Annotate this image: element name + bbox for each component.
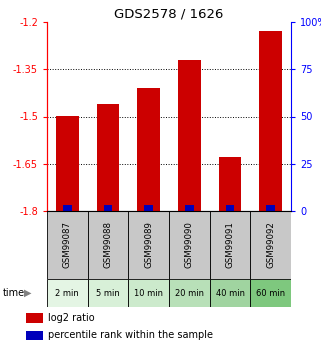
Bar [178, 60, 201, 211]
Text: percentile rank within the sample: percentile rank within the sample [48, 330, 213, 340]
Title: GDS2578 / 1626: GDS2578 / 1626 [114, 8, 224, 21]
Text: time: time [3, 288, 25, 298]
Text: 2 min: 2 min [56, 288, 79, 297]
Bar [47, 211, 88, 279]
Bar [137, 88, 160, 211]
Text: 20 min: 20 min [175, 288, 204, 297]
Bar [144, 205, 153, 211]
Text: GSM99091: GSM99091 [225, 221, 235, 268]
Bar [104, 205, 112, 211]
Bar [26, 331, 43, 341]
Text: 10 min: 10 min [134, 288, 163, 297]
Text: GSM99088: GSM99088 [103, 221, 112, 268]
Bar [210, 279, 250, 307]
Bar [226, 205, 234, 211]
Bar [88, 279, 128, 307]
Bar [47, 279, 88, 307]
Text: 5 min: 5 min [96, 288, 120, 297]
Bar [250, 279, 291, 307]
Bar [210, 211, 250, 279]
Bar [266, 205, 275, 211]
Bar [185, 205, 194, 211]
Text: GSM99092: GSM99092 [266, 221, 275, 268]
Bar [26, 314, 43, 323]
Text: GSM99090: GSM99090 [185, 221, 194, 268]
Text: 40 min: 40 min [215, 288, 245, 297]
Bar [88, 211, 128, 279]
Text: ▶: ▶ [23, 288, 31, 298]
Bar [128, 211, 169, 279]
Bar [63, 205, 72, 211]
Bar [219, 157, 241, 211]
Bar [259, 31, 282, 211]
Bar [56, 117, 79, 211]
Text: log2 ratio: log2 ratio [48, 313, 95, 323]
Text: 60 min: 60 min [256, 288, 285, 297]
Text: GSM99087: GSM99087 [63, 221, 72, 268]
Bar [250, 211, 291, 279]
Bar [169, 279, 210, 307]
Text: GSM99089: GSM99089 [144, 221, 153, 268]
Bar [169, 211, 210, 279]
Bar [128, 279, 169, 307]
Bar [97, 104, 119, 211]
